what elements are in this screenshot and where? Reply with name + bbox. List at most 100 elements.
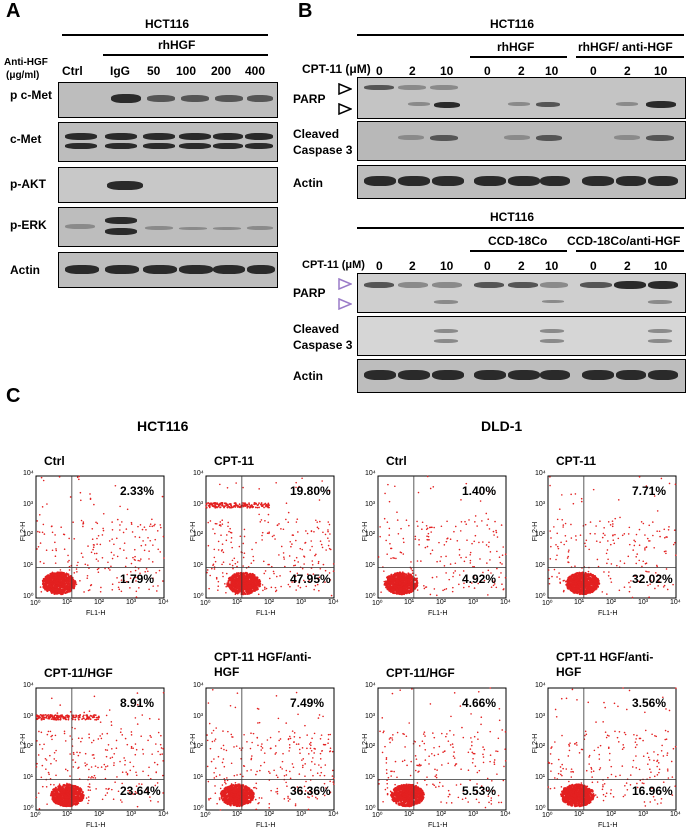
upper-right-percent: 7.49% xyxy=(290,696,325,710)
dose: 2 xyxy=(624,259,631,273)
lower-right-percent: 36.36% xyxy=(290,784,331,798)
panel-a-cell-line: HCT116 xyxy=(145,17,190,31)
lower-right-percent: 32.02% xyxy=(632,572,673,586)
blot-label: Cleaved Caspase 3 xyxy=(293,127,353,157)
dose: 2 xyxy=(624,64,631,78)
y-tick-label: 10¹ xyxy=(535,561,546,569)
x-tick-label: 10¹ xyxy=(574,811,585,818)
dose: 2 xyxy=(409,259,416,273)
x-axis-label: FL1-H xyxy=(428,822,448,829)
flow-cytometry-plot xyxy=(205,475,335,599)
dose: 10 xyxy=(654,259,668,273)
x-tick-label: 10⁴ xyxy=(328,599,339,606)
upper-right-percent: 8.91% xyxy=(120,696,155,710)
x-tick-label: 10⁰ xyxy=(372,812,383,819)
blot-actin-a xyxy=(58,252,278,288)
y-tick-label: 10¹ xyxy=(23,561,34,569)
dose: 2 xyxy=(518,64,525,78)
lane-label: 200 xyxy=(211,64,232,78)
x-tick-label: 10⁰ xyxy=(200,812,211,819)
y-tick-label: 10¹ xyxy=(365,773,376,781)
dose: 10 xyxy=(545,259,559,273)
flow-plot-title: CPT-11/HGF xyxy=(44,666,113,680)
lower-right-percent: 1.79% xyxy=(120,572,155,586)
lower-right-percent: 16.96% xyxy=(632,784,673,798)
y-tick-label: 10⁰ xyxy=(535,593,546,600)
y-tick-label: 10⁴ xyxy=(365,682,376,689)
panel-b-bottom-group3-underline xyxy=(576,250,684,252)
y-tick-label: 10⁰ xyxy=(365,593,376,600)
panel-a-antihgf-unit: (μg/ml) xyxy=(6,70,40,81)
x-tick-label: 10³ xyxy=(126,811,137,818)
x-tick-label: 10¹ xyxy=(62,599,73,606)
x-tick-label: 10⁰ xyxy=(542,812,553,819)
x-axis-label: FL1-H xyxy=(256,610,276,617)
x-tick-label: 10⁴ xyxy=(158,811,169,818)
y-tick-label: 10⁴ xyxy=(193,470,204,477)
x-axis-label: FL1-H xyxy=(598,610,618,617)
blot-cmet xyxy=(58,122,278,162)
flow-plot-title: CPT-11 HGF/anti-HGF xyxy=(214,650,312,679)
blot-caspase-top xyxy=(357,121,686,161)
flow-cytometry-plot xyxy=(547,475,677,599)
panel-b-top-cell-line: HCT116 xyxy=(490,17,535,31)
blot-caspase-bottom xyxy=(357,316,686,356)
y-tick-label: 10² xyxy=(365,531,376,538)
x-tick-label: 10³ xyxy=(296,811,307,818)
dose: 2 xyxy=(409,64,416,78)
flow-plot-title: Ctrl xyxy=(44,454,65,468)
blot-label: c-Met xyxy=(10,132,42,146)
x-tick-label: 10³ xyxy=(296,599,307,606)
x-tick-label: 10⁰ xyxy=(30,600,41,607)
panel-b-bottom-group3: CCD-18Co/anti-HGF xyxy=(567,234,681,248)
blot-label: PARP xyxy=(293,286,326,300)
upper-right-percent: 4.66% xyxy=(462,696,497,710)
panel-c-group2: DLD-1 xyxy=(481,418,523,434)
flow-cytometry-plot xyxy=(205,687,335,811)
dose: 0 xyxy=(484,259,491,273)
y-tick-label: 10² xyxy=(193,531,204,538)
arrowhead-icon xyxy=(338,103,352,115)
y-tick-label: 10⁴ xyxy=(23,682,34,689)
blot-label: PARP xyxy=(293,92,326,106)
y-tick-label: 10⁴ xyxy=(535,470,546,477)
flow-cytometry-plot xyxy=(35,687,165,811)
panel-c-group1: HCT116 xyxy=(137,418,189,434)
y-tick-label: 10³ xyxy=(193,500,204,508)
lower-right-percent: 4.92% xyxy=(462,572,497,586)
flow-plot-title: Ctrl xyxy=(386,454,407,468)
panel-b-top-group2: rhHGF xyxy=(497,40,535,54)
blot-label: Cleaved Caspase 3 xyxy=(293,322,353,352)
y-tick-label: 10⁴ xyxy=(23,470,34,477)
x-tick-label: 10⁴ xyxy=(328,811,339,818)
x-tick-label: 10¹ xyxy=(404,599,415,606)
arrowhead-icon xyxy=(338,278,352,290)
y-tick-label: 10² xyxy=(23,743,34,750)
lower-right-percent: 5.53% xyxy=(462,784,497,798)
panel-b-top-group3: rhHGF/ anti-HGF xyxy=(578,40,673,54)
y-tick-label: 10³ xyxy=(23,500,34,508)
blot-actin-b-bottom xyxy=(357,359,686,393)
x-tick-label: 10⁴ xyxy=(670,599,681,606)
x-tick-label: 10³ xyxy=(468,599,479,606)
blot-label: p c-Met xyxy=(10,88,52,102)
lane-label: 100 xyxy=(176,64,197,78)
panel-a-cell-line-underline xyxy=(62,34,268,36)
panel-c-letter: C xyxy=(6,385,21,407)
x-tick-label: 10⁰ xyxy=(200,600,211,607)
dose: 10 xyxy=(654,64,668,78)
lane-label: 50 xyxy=(147,64,161,78)
y-tick-label: 10³ xyxy=(365,500,376,508)
x-tick-label: 10² xyxy=(264,811,275,818)
blot-parp-bottom xyxy=(357,273,686,313)
upper-right-percent: 19.80% xyxy=(290,484,331,498)
y-tick-label: 10⁰ xyxy=(23,805,34,812)
panel-b-bottom-cpt-label: CPT-11 (μM) xyxy=(302,259,365,271)
flow-plot-title: CPT-11 xyxy=(556,454,597,468)
x-tick-label: 10⁰ xyxy=(30,812,41,819)
x-tick-label: 10¹ xyxy=(574,599,585,606)
y-tick-label: 10¹ xyxy=(535,773,546,781)
lower-right-percent: 23.64% xyxy=(120,784,161,798)
flow-plot-title: CPT-11 HGF/anti-HGF xyxy=(556,650,654,679)
dose: 10 xyxy=(545,64,559,78)
